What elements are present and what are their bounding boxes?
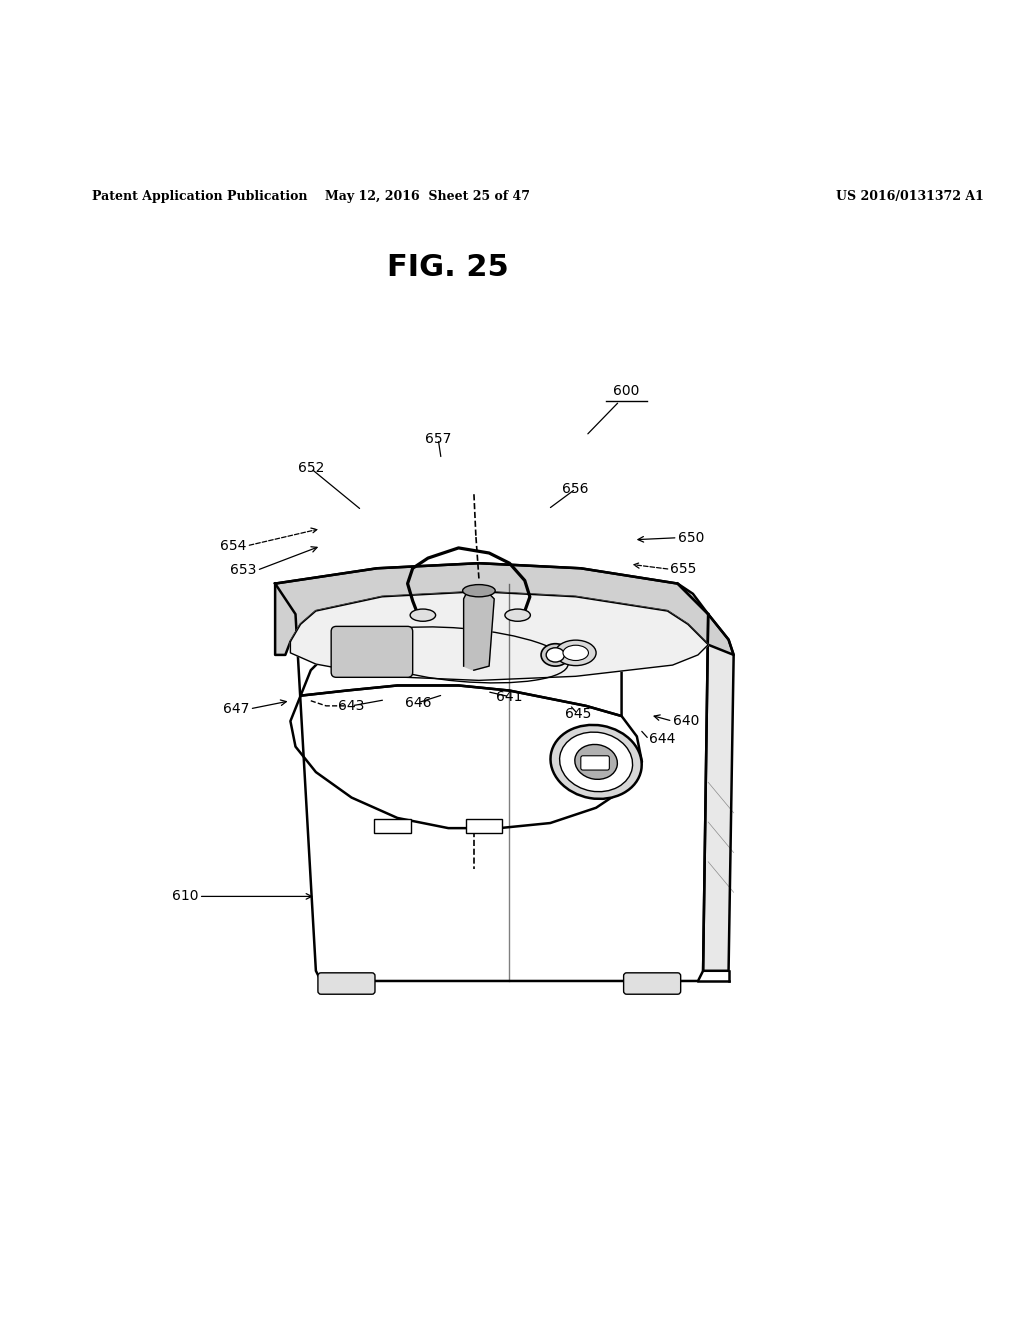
- Polygon shape: [678, 583, 733, 970]
- Bar: [374, 818, 411, 833]
- Bar: [466, 818, 503, 833]
- Polygon shape: [291, 591, 709, 680]
- Text: US 2016/0131372 A1: US 2016/0131372 A1: [836, 190, 983, 203]
- Ellipse shape: [541, 644, 569, 667]
- FancyBboxPatch shape: [331, 627, 413, 677]
- Text: 600: 600: [613, 384, 640, 399]
- Text: 652: 652: [298, 462, 324, 475]
- Ellipse shape: [551, 725, 642, 799]
- Text: 643: 643: [338, 698, 365, 713]
- Ellipse shape: [505, 609, 530, 622]
- Text: May 12, 2016  Sheet 25 of 47: May 12, 2016 Sheet 25 of 47: [326, 190, 530, 203]
- Text: 653: 653: [230, 564, 257, 577]
- Text: 655: 655: [671, 562, 697, 577]
- Ellipse shape: [563, 645, 589, 660]
- Text: 646: 646: [404, 696, 431, 710]
- Ellipse shape: [463, 585, 496, 597]
- Ellipse shape: [555, 640, 596, 665]
- Ellipse shape: [411, 609, 435, 622]
- Text: 641: 641: [497, 689, 522, 704]
- Text: 657: 657: [425, 432, 452, 446]
- Text: 647: 647: [223, 702, 250, 715]
- Text: 645: 645: [564, 708, 591, 721]
- Text: 610: 610: [172, 890, 199, 903]
- Text: 654: 654: [220, 539, 247, 553]
- Text: FIG. 25: FIG. 25: [387, 253, 509, 282]
- FancyBboxPatch shape: [624, 973, 681, 994]
- FancyBboxPatch shape: [317, 973, 375, 994]
- Text: 640: 640: [673, 714, 699, 729]
- Ellipse shape: [559, 733, 633, 792]
- Ellipse shape: [546, 648, 564, 663]
- Ellipse shape: [574, 744, 617, 779]
- Text: 644: 644: [649, 733, 676, 747]
- Text: Patent Application Publication: Patent Application Publication: [92, 190, 307, 203]
- Text: 656: 656: [562, 482, 589, 496]
- Polygon shape: [275, 564, 709, 981]
- Text: 650: 650: [678, 531, 703, 545]
- Polygon shape: [301, 606, 622, 715]
- Polygon shape: [464, 589, 495, 671]
- FancyBboxPatch shape: [581, 756, 609, 770]
- Polygon shape: [291, 685, 642, 828]
- Polygon shape: [275, 564, 733, 655]
